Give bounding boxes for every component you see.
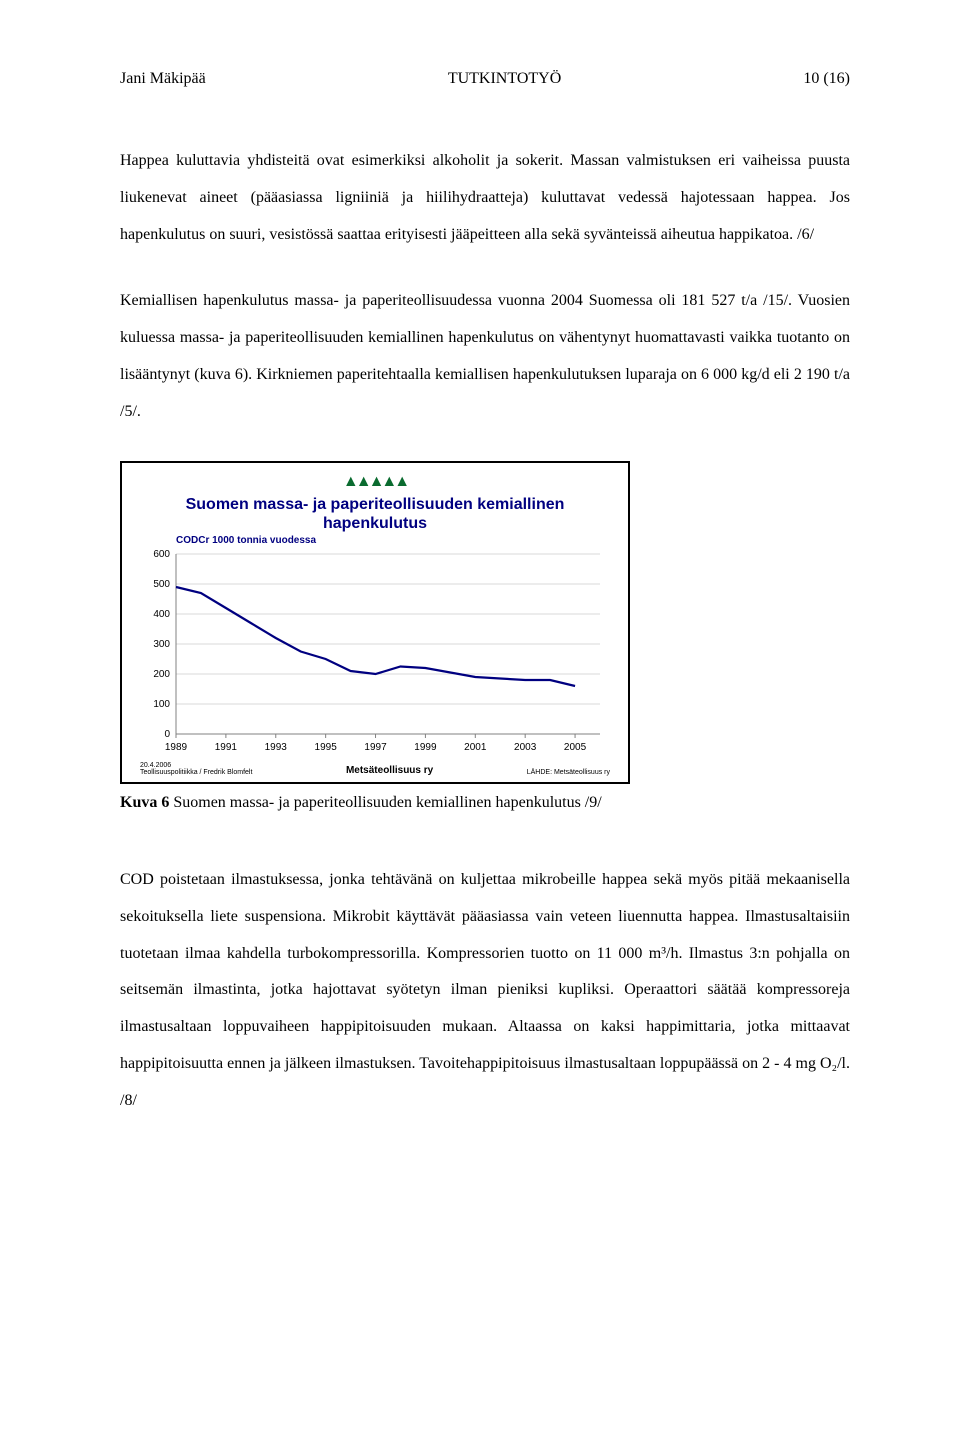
svg-text:1999: 1999 (414, 742, 437, 753)
chart-footer-source: LÄHDE: Metsäteollisuus ry (527, 769, 610, 776)
chart-subtitle: CODCr 1000 tonnia vuodessa (140, 535, 610, 546)
caption-text: Suomen massa- ja paperiteollisuuden kemi… (169, 794, 601, 811)
svg-text:1991: 1991 (215, 742, 238, 753)
svg-text:500: 500 (153, 579, 170, 590)
svg-text:2001: 2001 (464, 742, 487, 753)
figure-caption: Kuva 6 Suomen massa- ja paperiteollisuud… (120, 794, 850, 812)
caption-label: Kuva 6 (120, 794, 169, 811)
chart-logo-row: ▲▲▲▲▲ (140, 473, 610, 491)
chart-footer-date: 20.4.2006 (140, 762, 171, 769)
header-pagenum: 10 (16) (803, 70, 850, 88)
chart-footer-org: Metsäteollisuus ry (346, 765, 433, 776)
svg-text:200: 200 (153, 669, 170, 680)
chart-plot: 0 100 200 300 400 500 600 1989 1991 1993 1995 1997 1… (140, 548, 610, 758)
chart-title-line2: hapenkulutus (323, 515, 427, 532)
paragraph-2: Kemiallisen hapenkulutus massa- ja paper… (120, 283, 850, 430)
line-chart-svg: 0 100 200 300 400 500 600 1989 1991 1993 1995 1997 1… (140, 548, 610, 758)
svg-text:1995: 1995 (315, 742, 338, 753)
svg-text:400: 400 (153, 609, 170, 620)
svg-text:1997: 1997 (364, 742, 387, 753)
chart-title: Suomen massa- ja paperiteollisuuden kemi… (140, 495, 610, 533)
svg-text:1989: 1989 (165, 742, 188, 753)
chart-footer-author: Teollisuuspolitiikka / Fredrik Blomfelt (140, 769, 252, 776)
svg-text:300: 300 (153, 639, 170, 650)
svg-text:1993: 1993 (265, 742, 288, 753)
svg-text:600: 600 (153, 549, 170, 560)
chart-footer-left: 20.4.2006 Teollisuuspolitiikka / Fredrik… (140, 762, 252, 776)
svg-text:0: 0 (164, 729, 170, 740)
page: Jani Mäkipää TUTKINTOTYÖ 10 (16) Happea … (0, 0, 960, 1210)
header-title: TUTKINTOTYÖ (448, 70, 561, 88)
svg-text:100: 100 (153, 699, 170, 710)
paragraph-1: Happea kuluttavia yhdisteitä ovat esimer… (120, 143, 850, 253)
paragraph-3: COD poistetaan ilmastuksessa, jonka teht… (120, 862, 850, 1120)
page-header: Jani Mäkipää TUTKINTOTYÖ 10 (16) (120, 70, 850, 88)
header-author: Jani Mäkipää (120, 70, 206, 88)
tree-logo-icon: ▲▲▲▲▲ (343, 473, 407, 491)
chart-title-line1: Suomen massa- ja paperiteollisuuden kemi… (186, 496, 565, 513)
svg-text:2003: 2003 (514, 742, 537, 753)
chart-container: ▲▲▲▲▲ Suomen massa- ja paperiteollisuude… (120, 461, 630, 784)
chart-footer: 20.4.2006 Teollisuuspolitiikka / Fredrik… (140, 762, 610, 776)
svg-text:2005: 2005 (564, 742, 587, 753)
